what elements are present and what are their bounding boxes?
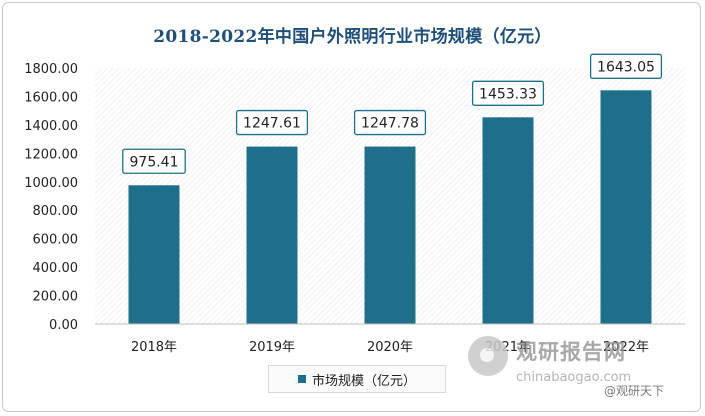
- data-label-box: [471, 80, 545, 106]
- y-tick-label: 400.00: [33, 261, 79, 276]
- legend: 市场规模（亿元）: [268, 365, 446, 393]
- bar: [246, 146, 298, 324]
- data-label: 975.41: [130, 154, 179, 170]
- y-tick-label: 600.00: [33, 233, 79, 248]
- data-label: 1247.78: [361, 116, 419, 132]
- watermark-url: chinabaogao.com: [516, 370, 632, 385]
- x-tick-label: 2019年: [249, 340, 295, 355]
- data-label: 1453.33: [479, 86, 537, 102]
- data-label: 1247.61: [243, 116, 301, 132]
- y-tick-label: 1000.00: [24, 176, 78, 191]
- data-label-box: [589, 53, 663, 79]
- y-tick-label: 1200.00: [24, 147, 78, 162]
- chart-title: 2018-2022年中国户外照明行业市场规模（亿元）: [153, 27, 552, 47]
- x-tick-label: 2022年: [603, 340, 649, 355]
- bar: [482, 117, 534, 325]
- x-tick-label: 2018年: [131, 340, 177, 355]
- data-label-box: [353, 109, 427, 136]
- data-label-box: [122, 148, 186, 174]
- data-label-box: [235, 109, 309, 136]
- bar: [364, 146, 416, 324]
- y-tick-label: 200.00: [33, 290, 79, 305]
- y-tick-label: 1800.00: [24, 62, 78, 77]
- y-tick-label: 0.00: [49, 318, 78, 333]
- legend-swatch: [297, 375, 306, 383]
- legend-label: 市场规模（亿元）: [311, 373, 416, 389]
- y-tick-label: 1600.00: [24, 90, 78, 105]
- x-tick-label: 2020年: [367, 340, 413, 355]
- bar: [600, 90, 652, 324]
- watermark-name: 观研报告网: [516, 340, 626, 364]
- bar: [128, 185, 180, 324]
- watermark: 观研报告网 chinabaogao.com @观研天下: [468, 330, 700, 410]
- watermark-credit: @观研天下: [604, 384, 665, 398]
- data-label: 1643.05: [597, 59, 655, 75]
- watermark-logo-icon: [468, 336, 508, 376]
- y-tick-label: 1400.00: [24, 119, 78, 134]
- y-tick-label: 800.00: [33, 204, 79, 219]
